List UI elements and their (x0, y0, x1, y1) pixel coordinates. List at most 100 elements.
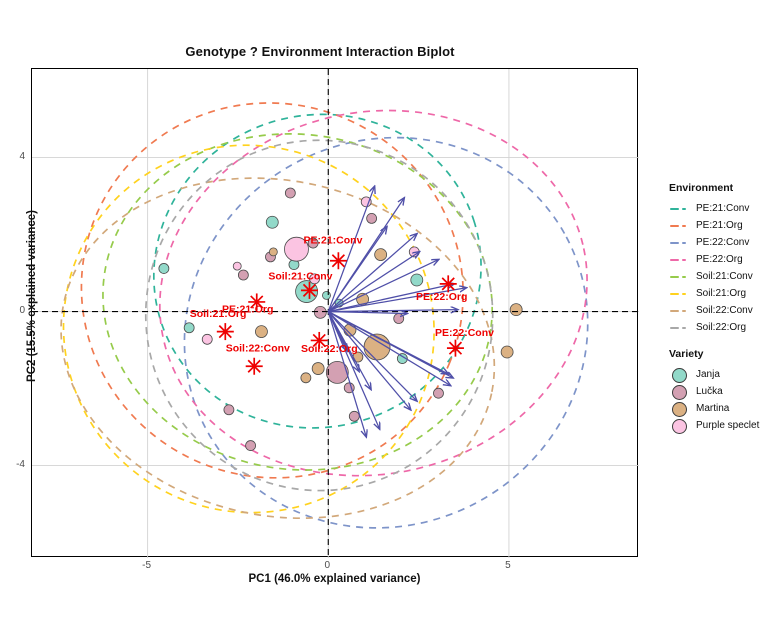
environment-label-soil-22-org: Soil:22:Org (301, 343, 358, 355)
dashed-line-icon (669, 202, 691, 215)
legend-item-environment[interactable]: PE:22:Conv (669, 234, 753, 251)
dashed-line-icon (669, 321, 691, 334)
variety-point (307, 237, 319, 249)
legend-item-environment[interactable]: PE:21:Org (669, 217, 753, 234)
legend-label: Lučka (696, 386, 723, 397)
legend-label: PE:21:Org (696, 220, 743, 231)
environment-marker-pe-22-conv (446, 339, 464, 357)
loading-arrow (327, 311, 453, 378)
legend-label: Soil:22:Conv (696, 305, 753, 316)
variety-point (265, 215, 279, 229)
legend-item-variety[interactable]: Lučka (669, 383, 759, 400)
origin-reference-lines (32, 69, 639, 558)
legend-item-variety[interactable]: Janja (669, 366, 759, 383)
loading-arrow (327, 311, 410, 410)
environment-marker-soil-21-conv (300, 281, 318, 299)
variety-point (500, 345, 514, 359)
loading-arrow (328, 312, 407, 314)
environment-legend-title: Environment (669, 182, 734, 194)
environment-marker-soil-22-org (310, 331, 328, 349)
circle-swatch-icon (669, 366, 691, 383)
dashed-line-icon (669, 270, 691, 283)
loading-arrow (327, 227, 387, 312)
loading-arrow (328, 310, 457, 312)
variety-point (309, 273, 320, 285)
dashed-line-icon (669, 219, 691, 232)
biplot-svg: PE:21:Conv PE:21:Org PE:22:Conv PE:22:Org So… (32, 69, 639, 558)
environment-label-soil-22-conv: Soil:22:Conv (226, 343, 290, 355)
loading-arrow (327, 311, 366, 437)
environment-label-pe-21-org: PE:21:Org (222, 304, 273, 316)
environment-label-pe-22-org: PE:22:Org (416, 291, 467, 303)
legend-item-environment[interactable]: PE:22:Org (669, 251, 753, 268)
confidence-ellipse-soil-22-org (144, 139, 494, 492)
y-axis-title: PC2 (15.5% explained variance) (26, 210, 38, 382)
dashed-line-icon (669, 236, 691, 249)
variety-point (295, 280, 318, 303)
legend-label: Purple speclet (696, 420, 760, 431)
legend-label: Janja (696, 369, 720, 380)
confidence-ellipse-soil-21-org (62, 144, 435, 514)
variety-point (223, 404, 235, 416)
environment-markers-group (216, 252, 464, 375)
variety-point (232, 261, 242, 271)
environment-label-pe-21-conv: PE:21:Conv (304, 234, 363, 246)
environment-marker-pe-22-org (439, 275, 457, 293)
variety-point (158, 263, 170, 274)
circle-swatch-icon (669, 417, 691, 434)
confidence-ellipse-soil-22-conv (60, 177, 496, 520)
page-title: Genotype ? Environment Interaction Biplo… (185, 44, 455, 59)
environment-legend: Environment PE:21:Conv PE:21:Org PE:22:Con… (669, 182, 753, 336)
circle-swatch-icon (669, 383, 691, 400)
legend-item-environment[interactable]: Soil:21:Org (669, 285, 753, 302)
variety-point (348, 410, 360, 422)
variety-point (325, 361, 349, 384)
legend-label: Soil:22:Org (696, 322, 747, 333)
legend-item-variety[interactable]: Purple speclet (669, 417, 759, 434)
legend-item-environment[interactable]: Soil:21:Conv (669, 268, 753, 285)
variety-point (374, 248, 388, 261)
legend-label: Martina (696, 403, 730, 414)
environment-labels-group: PE:21:Conv PE:21:Org PE:22:Conv PE:22:Org So… (190, 234, 494, 355)
x-axis-title: PC1 (46.0% explained variance) (248, 573, 421, 585)
variety-point (322, 291, 331, 300)
loading-arrows-group (327, 186, 466, 437)
legend-item-variety[interactable]: Martina (669, 400, 759, 417)
variety-point (396, 353, 408, 364)
x-tick-label: -5 (142, 560, 152, 571)
variety-point (284, 236, 309, 262)
variety-legend-title: Variety (669, 348, 704, 360)
legend-label: Soil:21:Org (696, 288, 747, 299)
environment-marker-pe-21-conv (329, 252, 347, 270)
loading-arrow (327, 252, 419, 313)
x-tick-label: 5 (505, 560, 511, 571)
legend-item-environment[interactable]: Soil:22:Org (669, 319, 753, 336)
circle-swatch-icon (669, 400, 691, 417)
environment-label-pe-22-conv: PE:22:Conv (435, 327, 494, 339)
loading-arrow (327, 186, 374, 312)
legend-label: PE:22:Conv (696, 237, 750, 248)
variety-point (284, 187, 296, 199)
loading-arrow (327, 311, 417, 401)
legend-item-environment[interactable]: PE:21:Conv (669, 200, 753, 217)
variety-point (313, 305, 327, 319)
variety-legend: Variety Janja Lučka Martina Purple speclet (669, 348, 759, 434)
y-tick-label: -4 (16, 458, 25, 470)
confidence-ellipse-pe-22-conv (183, 136, 589, 529)
loading-arrow (328, 260, 438, 313)
loading-arrow (327, 311, 379, 429)
variety-point (245, 440, 256, 451)
loading-arrow (328, 284, 454, 313)
variety-point (201, 333, 213, 345)
legend-label: Soil:21:Conv (696, 271, 753, 282)
legend-item-environment[interactable]: Soil:22:Conv (669, 302, 753, 319)
x-tick-label: 0 (324, 560, 331, 571)
variety-point (509, 303, 523, 317)
variety-point (393, 313, 405, 324)
confidence-ellipse-pe-21-conv (152, 113, 482, 429)
variety-point (237, 269, 249, 281)
confidence-ellipses-group (60, 102, 589, 529)
dashed-line-icon (669, 304, 691, 317)
y-tick-label: 0 (19, 304, 25, 316)
environment-marker-soil-22-conv (245, 357, 263, 375)
